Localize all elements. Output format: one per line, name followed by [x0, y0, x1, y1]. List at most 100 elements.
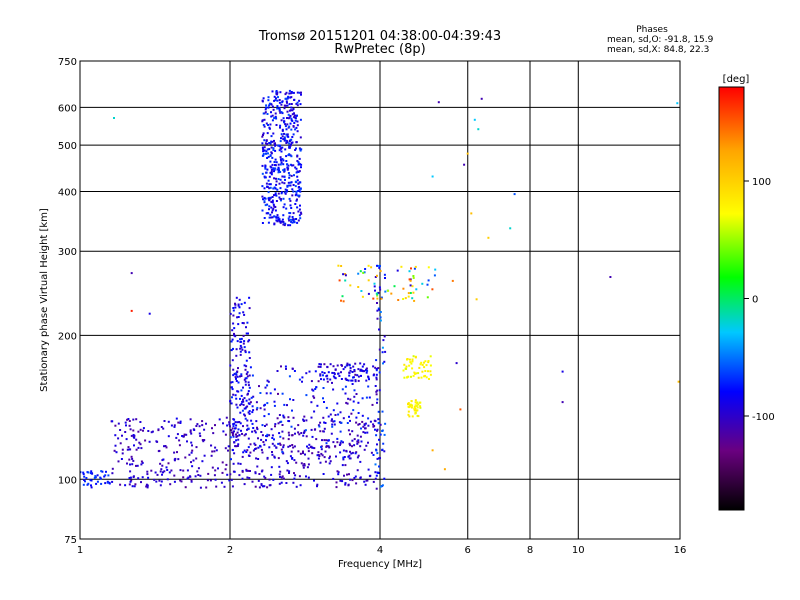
- cluster-point: [279, 470, 282, 473]
- cluster-point: [349, 444, 352, 447]
- cluster-point: [325, 375, 328, 378]
- cluster-point: [279, 124, 282, 127]
- cluster-point: [274, 192, 277, 195]
- cluster-point: [277, 442, 280, 445]
- cluster-point: [128, 420, 131, 422]
- cluster-point: [96, 480, 99, 483]
- cluster-point: [287, 181, 290, 184]
- cluster-point: [279, 475, 281, 478]
- colorbar-tick-label: -100: [752, 412, 775, 423]
- cluster-point: [248, 398, 251, 401]
- cluster-point: [332, 365, 335, 368]
- cluster-point: [248, 410, 251, 413]
- cluster-point: [260, 431, 263, 433]
- cluster-point: [270, 216, 273, 219]
- cluster-point: [263, 197, 266, 200]
- cluster-point: [290, 117, 293, 120]
- cluster-point: [381, 346, 384, 349]
- cluster-point: [340, 378, 343, 380]
- cluster-point: [288, 145, 291, 148]
- cluster-point: [244, 407, 247, 410]
- cluster-point: [196, 423, 199, 426]
- cluster-point: [140, 463, 143, 466]
- cluster-point: [268, 148, 271, 151]
- cluster-point: [290, 119, 293, 122]
- cluster-point: [198, 425, 201, 428]
- cluster-point: [361, 414, 364, 417]
- cluster-point: [407, 295, 410, 298]
- cluster-point: [295, 199, 298, 202]
- cluster-point: [366, 431, 369, 434]
- cluster-point: [268, 104, 271, 107]
- cluster-point: [293, 221, 296, 224]
- cluster-point: [113, 449, 116, 452]
- cluster-point: [232, 462, 235, 465]
- cluster-point: [390, 292, 393, 295]
- cluster-point: [269, 392, 272, 395]
- cluster-point: [300, 212, 303, 215]
- cluster-point: [271, 442, 274, 445]
- cluster-point: [285, 97, 288, 100]
- cluster-point: [367, 264, 370, 267]
- cluster-point: [230, 431, 233, 434]
- cluster-point: [269, 123, 272, 126]
- cluster-point: [269, 154, 272, 157]
- cluster-point: [287, 113, 290, 116]
- cluster-point: [285, 155, 288, 158]
- cluster-point: [351, 479, 354, 482]
- cluster-point: [234, 302, 236, 305]
- cluster-point: [241, 455, 244, 458]
- cluster-point: [277, 216, 280, 219]
- cluster-point: [264, 403, 266, 406]
- cluster-point: [356, 434, 359, 437]
- cluster-point: [295, 167, 298, 170]
- cluster-point: [387, 289, 390, 292]
- cluster-point: [305, 419, 308, 422]
- cluster-point: [317, 451, 320, 454]
- cluster-point: [232, 307, 235, 309]
- cluster-point: [303, 431, 306, 434]
- cluster-point: [349, 284, 352, 287]
- cluster-point: [349, 450, 351, 453]
- cluster-point: [254, 448, 257, 450]
- cluster-point: [380, 296, 383, 299]
- cluster-point: [255, 447, 258, 450]
- cluster-point: [323, 363, 326, 366]
- cluster-point: [234, 303, 237, 306]
- cluster-point: [258, 385, 260, 388]
- cluster-point: [270, 168, 273, 171]
- cluster-point: [303, 429, 306, 432]
- cluster-point: [349, 433, 351, 436]
- cluster-point: [235, 397, 238, 400]
- cluster-point: [382, 339, 385, 342]
- cluster-point: [235, 445, 238, 448]
- cluster-point: [176, 451, 178, 454]
- cluster-point: [286, 166, 289, 169]
- cluster-point: [374, 385, 377, 387]
- cluster-point: [286, 184, 289, 187]
- cluster-point: [82, 471, 85, 474]
- cluster-point: [353, 370, 356, 373]
- data-point: [561, 370, 564, 373]
- cluster-point: [288, 197, 291, 200]
- cluster-point: [283, 107, 286, 110]
- cluster-point: [323, 427, 326, 430]
- cluster-point: [289, 444, 292, 447]
- cluster-point: [248, 357, 251, 359]
- cluster-point: [280, 103, 283, 106]
- cluster-point: [227, 445, 230, 448]
- cluster-point: [201, 439, 204, 441]
- cluster-point: [255, 420, 258, 423]
- cluster-point: [363, 271, 366, 274]
- cluster-point: [282, 138, 285, 141]
- cluster-point: [355, 421, 358, 424]
- cluster-point: [377, 308, 380, 311]
- cluster-point: [413, 409, 416, 412]
- cluster-point: [201, 424, 204, 427]
- cluster-point: [296, 170, 299, 173]
- cluster-point: [412, 355, 415, 358]
- cluster-point: [249, 366, 252, 369]
- cluster-point: [270, 201, 273, 203]
- cluster-point: [329, 363, 332, 366]
- cluster-point: [344, 392, 347, 395]
